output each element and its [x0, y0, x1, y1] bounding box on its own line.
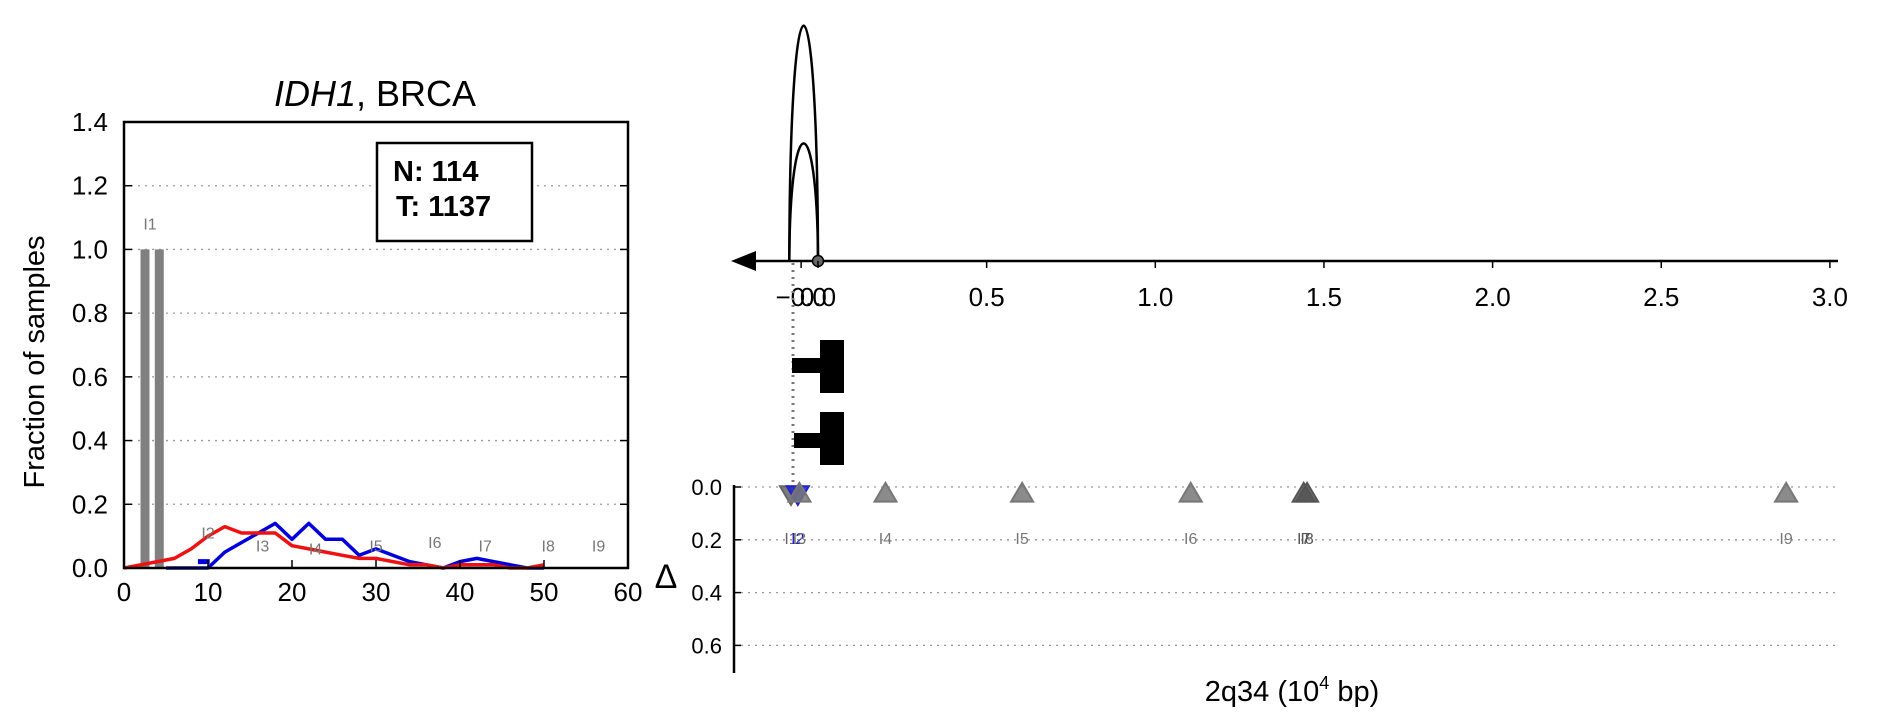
exon-block-1b: [820, 340, 844, 393]
left-y-tick-label: 0.4: [72, 426, 108, 456]
left-bar-label: I4: [309, 541, 322, 558]
left-x-tick-label: 30: [362, 577, 391, 607]
delta-marker-label: I8: [1300, 531, 1313, 548]
left-y-tick-label: 0.6: [72, 362, 108, 392]
xlabel-pre: 2q34 (10: [1205, 676, 1320, 708]
delta-y-axis-label: Δ: [655, 558, 678, 596]
splice-arcs: [788, 24, 820, 262]
top-axis-ticks: −0.00.0 0.5 1.0 1.5 2.0 2.5 3.0: [775, 261, 1848, 312]
splice-arc: [788, 24, 820, 262]
top-axis-arrow-icon: [731, 251, 756, 271]
top-axis-tick-label: 3.0: [1812, 282, 1848, 312]
left-y-tick-label: 1.0: [72, 234, 108, 264]
splice-arc: [788, 142, 820, 262]
top-axis-tick-label: 2.5: [1643, 282, 1679, 312]
left-bar-label: I8: [542, 538, 555, 555]
left-series-line: [166, 521, 544, 570]
delta-marker-triangle: [1773, 480, 1799, 503]
xlabel-post: bp): [1329, 676, 1379, 708]
left-series-line: [123, 524, 545, 570]
exon-model-2: [794, 412, 844, 465]
right-x-axis-label: 2q34 (104 bp): [1205, 673, 1380, 708]
left-x-tick-label: 40: [446, 577, 475, 607]
delta-marker-triangle: [1009, 480, 1035, 503]
left-y-ticks: 0.0 0.2 0.4 0.6 0.8 1.0 1.2 1.4: [72, 107, 628, 583]
left-bar-label: I7: [479, 538, 492, 555]
delta-marker-label: I9: [1779, 531, 1792, 548]
top-axis-tick-label: 1.5: [1306, 282, 1342, 312]
left-y-axis-label: Fraction of samples: [19, 235, 51, 488]
delta-marker-triangle: [1177, 480, 1204, 503]
left-y-tick-label: 0.2: [72, 489, 108, 519]
left-bar-label: I1: [143, 217, 156, 234]
delta-marker-label: I3: [793, 531, 806, 548]
left-title-rest: , BRCA: [356, 73, 476, 114]
top-axis-tick-label: −0.0: [775, 282, 826, 312]
exon-block-2a: [794, 433, 822, 448]
delta-marker-label: I2: [791, 531, 804, 548]
legend-frame: [375, 141, 534, 243]
left-title-gene: IDH1: [274, 73, 356, 114]
delta-marker-label: I7: [1297, 531, 1310, 548]
top-axis-tick-label: 2.0: [1475, 282, 1511, 312]
delta-marker-label: I1: [784, 531, 797, 548]
legend-line-2: T: 1137: [396, 191, 491, 223]
left-bar-label: I5: [369, 538, 382, 555]
left-x-tick-label: 50: [530, 577, 559, 607]
delta-marker-label: I6: [1184, 531, 1197, 548]
left-x-ticks: 0 10 20 30 40 50 60: [117, 560, 643, 607]
legend-line-1: N: 114: [393, 156, 478, 188]
left-bar-label: I6: [428, 535, 441, 552]
top-axis-tick-label: 1.0: [1137, 282, 1173, 312]
left-bar-label: I2: [201, 526, 214, 543]
exon-block-1a: [792, 358, 822, 373]
right-chart: −0.00.0 0.5 1.0 1.5 2.0 2.5 3.0 0.00.20.40.6 Δ…: [655, 24, 1848, 708]
top-axis-tick-label: 0.0: [800, 282, 836, 312]
exon-model-1: [792, 340, 844, 393]
left-bar-label: I3: [256, 538, 269, 555]
delta-y-tick-label: 0.6: [691, 633, 722, 658]
left-y-tick-label: 0.0: [72, 553, 108, 583]
left-y-tick-label: 0.8: [72, 298, 108, 328]
delta-marker-triangle: [1294, 480, 1320, 503]
delta-marker-label: I4: [879, 531, 892, 548]
delta-gridlines: [734, 486, 1838, 647]
left-x-tick-label: 60: [614, 577, 643, 607]
xlabel-sup: 4: [1319, 673, 1329, 693]
delta-marker-triangle: [872, 480, 899, 503]
delta-y-tick-label: 0.4: [691, 581, 722, 606]
left-chart-title: IDH1, BRCA: [274, 73, 476, 114]
left-x-tick-label: 0: [117, 577, 131, 607]
left-x-tick-label: 10: [194, 577, 223, 607]
left-x-tick-label: 20: [278, 577, 307, 607]
legend-box: N: 114 T: 1137: [375, 141, 534, 243]
delta-y-tick-label: 0.2: [691, 528, 722, 553]
delta-marker-label: I5: [1015, 531, 1028, 548]
top-axis-tick-label: 0.5: [969, 282, 1005, 312]
left-bar-label: I9: [592, 538, 605, 555]
delta-y-ticks: 0.0 0.2 0.4 0.6: [691, 475, 741, 658]
delta-marker-triangle: [786, 480, 813, 503]
exon-block-2b: [820, 412, 844, 465]
left-y-tick-label: 1.4: [72, 107, 108, 137]
left-bar-labels: I1 I2 I3 I4 I5 I6 I7 I8 I9: [143, 217, 605, 559]
left-y-tick-label: 1.2: [72, 171, 108, 201]
left-bars: [140, 249, 164, 568]
delta-y-tick-label: 0.0: [691, 475, 722, 500]
